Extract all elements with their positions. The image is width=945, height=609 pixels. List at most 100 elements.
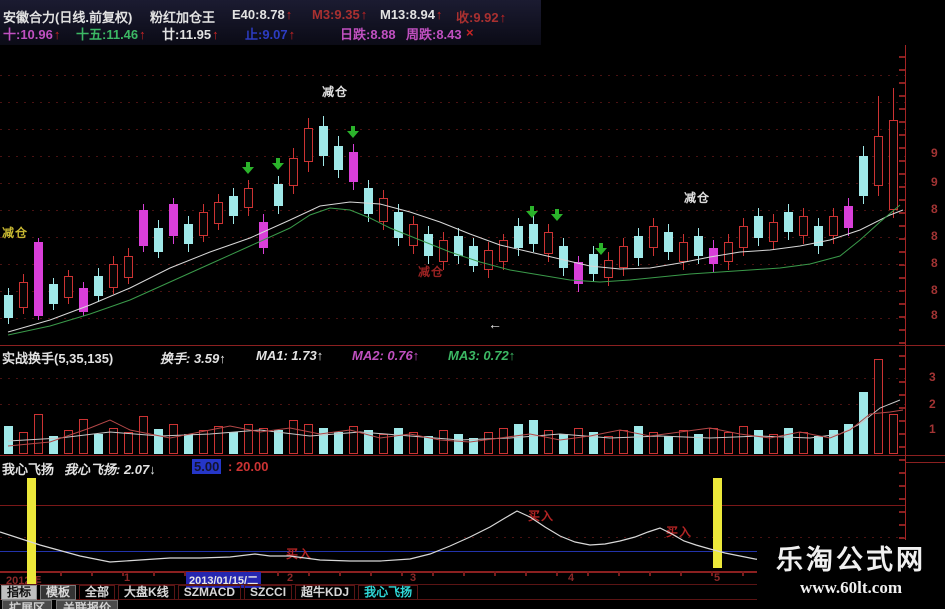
volume-bar [64, 430, 73, 454]
volume-bar [79, 419, 88, 454]
tab-indicator[interactable]: 指标 [1, 585, 38, 600]
x-label-4: 4 [568, 572, 575, 584]
volume-bar [874, 359, 883, 454]
grid-dotted-line [0, 378, 905, 379]
volume-bar [139, 416, 148, 454]
tab-woxinfeiyang[interactable]: 我心飞扬 [358, 585, 419, 600]
price-axis-label: 8 [931, 256, 938, 270]
volume-bar [394, 428, 403, 454]
sell-signal-arrow-icon [242, 162, 254, 174]
stat-close: 收:9.92↑ [456, 10, 507, 25]
candle-body [529, 224, 538, 244]
candle-body [634, 236, 643, 258]
highlight-column-bar [27, 478, 36, 584]
tab-chaoniu-kdj[interactable]: 超牛KDJ [295, 585, 356, 600]
x-label-3: 3 [410, 572, 417, 584]
volume-bar [754, 430, 763, 454]
header-panel [0, 0, 541, 45]
candle-body [349, 152, 358, 182]
candle-body [679, 242, 688, 262]
candle-body [124, 256, 133, 278]
price-axis-label: 8 [931, 229, 938, 243]
close-icon[interactable]: × [466, 25, 474, 40]
stat-m13: M13:8.94↑ [380, 7, 443, 22]
x-label-2: 2 [287, 572, 294, 584]
candle-body [859, 156, 868, 196]
volume-bar [379, 434, 388, 454]
volume-bar [229, 432, 238, 454]
volume-bar [439, 430, 448, 454]
stat-e40: E40:8.78↑ [232, 7, 293, 22]
volume-bar [34, 414, 43, 454]
tab-szcci[interactable]: SZCCI [244, 585, 293, 600]
indicator-title: 我心飞扬 [2, 462, 55, 477]
volume-bar [544, 430, 553, 454]
volume-bar [529, 420, 538, 454]
candle-body [154, 228, 163, 252]
candle-body [619, 246, 628, 268]
volume-bar [694, 434, 703, 454]
price-axis-label: 8 [931, 283, 938, 297]
sell-signal-arrow-icon [526, 206, 538, 218]
volume-bar [334, 432, 343, 454]
tab-all[interactable]: 全部 [79, 585, 116, 600]
candle-body [874, 136, 883, 186]
volume-bar [19, 432, 28, 454]
volume-bar [184, 434, 193, 454]
turnover-axis-label: 1 [929, 422, 936, 436]
stat-week-drop: 周跌:8.43 [406, 27, 462, 42]
candle-body [454, 236, 463, 256]
linked-quote-button[interactable]: 关联报价 [56, 600, 119, 609]
volume-bar [124, 432, 133, 454]
grid-dotted-line [0, 183, 905, 184]
candle-body [229, 196, 238, 216]
volume-bar [829, 430, 838, 454]
volume-bar [709, 428, 718, 454]
candle-body [604, 260, 613, 278]
candle-body [424, 234, 433, 256]
grid-dotted-line [0, 537, 905, 538]
grid-dotted-line [0, 291, 905, 292]
watermark: 乐淘公式网 www.60lt.com [757, 540, 945, 609]
candle-body [334, 146, 343, 170]
volume-bar [889, 414, 898, 454]
grid-dotted-line [0, 129, 905, 130]
turnover-title: 实战换手(5,35,135) [2, 351, 114, 366]
tab-template[interactable]: 模板 [40, 585, 77, 600]
turnover-ma2: MA2: 0.76↑ [352, 348, 420, 363]
candle-body [724, 242, 733, 262]
watermark-site-url: www.60lt.com [800, 578, 902, 597]
candle-body [184, 224, 193, 244]
grid-dotted-line [0, 102, 905, 103]
bottom-toolbar: 扩展区 关联报价 [2, 600, 122, 609]
candle-body [289, 158, 298, 186]
grid-dotted-line [0, 318, 905, 319]
volume-bar [484, 432, 493, 454]
volume-bar [199, 430, 208, 454]
volume-bar [769, 434, 778, 454]
volume-bar [289, 420, 298, 454]
reduce-position-label: 减仓 [684, 191, 711, 205]
buy-signal-label: 买入 [286, 547, 313, 561]
candle-body [769, 222, 778, 242]
extend-area-button[interactable]: 扩展区 [2, 600, 53, 609]
volume-bar [469, 438, 478, 454]
tab-market-kline[interactable]: 大盘K线 [118, 585, 175, 600]
candle-body [784, 212, 793, 232]
price-axis-label: 9 [931, 146, 938, 160]
candle-body [49, 284, 58, 304]
buy-signal-label: 买入 [666, 525, 693, 539]
volume-bar [349, 426, 358, 454]
volume-bar [499, 428, 508, 454]
volume-bar [109, 428, 118, 454]
price-axis-label: 9 [931, 175, 938, 189]
candle-body [109, 264, 118, 288]
stat-ma10: 十:10.96↑ [3, 27, 61, 42]
tab-szmacd[interactable]: SZMACD [177, 585, 242, 600]
volume-bar [49, 436, 58, 454]
candle-body [94, 276, 103, 296]
indicator-value: 我心飞扬: 2.07↓ [64, 462, 156, 477]
candle-body [214, 202, 223, 224]
volume-bar [724, 432, 733, 454]
